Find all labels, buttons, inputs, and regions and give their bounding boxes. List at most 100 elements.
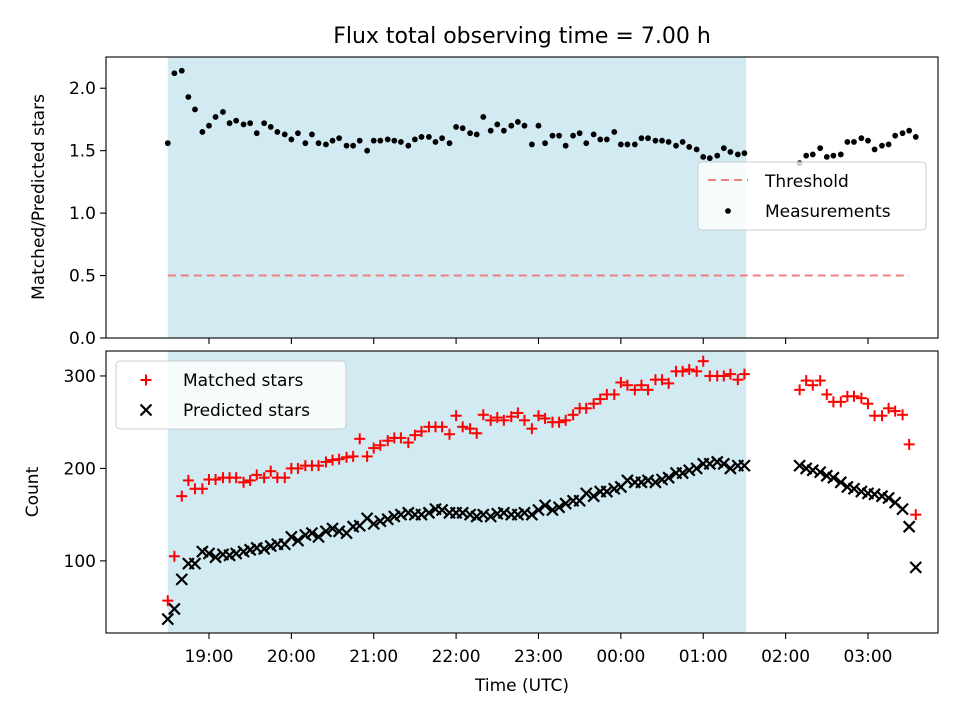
cross-b (827, 471, 840, 484)
measurement-point (720, 145, 727, 152)
predicted-star-marker (435, 503, 449, 517)
measurement-point (912, 134, 919, 140)
matched-star-marker (244, 474, 256, 486)
cross-b (676, 466, 689, 480)
predicted-star-marker (662, 471, 675, 484)
cross-b (216, 548, 230, 561)
measurement-point (226, 120, 233, 127)
y-tick-label: 0.0 (69, 329, 96, 349)
matched-star-marker (320, 456, 332, 468)
matched-star-marker (621, 379, 633, 391)
cross-b (600, 485, 614, 498)
cross-b (463, 508, 477, 521)
y-tick-label: 1.5 (69, 142, 96, 162)
matched-star-marker (580, 402, 592, 414)
cross-b (168, 602, 181, 616)
predicted-star-marker (422, 506, 436, 520)
predicted-star-marker (538, 499, 552, 512)
top-panel-measurements (164, 67, 919, 167)
top-panel-frame (105, 56, 939, 339)
matched-star-marker (491, 412, 503, 424)
cross-b (360, 512, 374, 525)
y-tick-label: 2.0 (69, 79, 96, 99)
legend-predicted-swatch (139, 403, 153, 417)
cross-b (188, 557, 202, 570)
matched-star-marker (677, 365, 689, 377)
matched-star-marker (258, 472, 270, 484)
predicted-star-marker (868, 488, 881, 501)
predicted-star-marker (813, 465, 827, 479)
measurement-point (384, 136, 391, 143)
matched-star-marker (230, 472, 242, 484)
measurement-point (199, 129, 206, 135)
cross-b (649, 476, 662, 489)
measurement-point (309, 131, 315, 138)
matched-star-marker (855, 392, 867, 404)
predicted-star-marker (587, 489, 600, 503)
measurement-point (803, 152, 810, 159)
top-panel-legend: Threshold Measurements (697, 161, 927, 231)
measurement-point (528, 141, 535, 148)
matched-star-marker (615, 376, 627, 388)
predicted-star-marker (175, 573, 189, 586)
measurement-point (302, 140, 309, 147)
predicted-star-marker (518, 506, 531, 520)
measurement-point (638, 135, 645, 142)
measurement-point (329, 137, 336, 144)
cross-b (497, 506, 511, 520)
measurement-point (432, 139, 439, 145)
predicted-star-marker (332, 525, 346, 538)
matched-star-marker (168, 550, 180, 562)
matched-star-marker (821, 388, 833, 400)
measurement-point (267, 124, 274, 130)
cross-b (690, 462, 703, 475)
legend-threshold-label: Threshold (764, 172, 849, 192)
matched-star-marker (738, 368, 750, 380)
predicted-star-marker (367, 517, 381, 531)
predicted-star-marker (690, 462, 703, 475)
measurement-point (508, 122, 515, 129)
measurement-point (885, 141, 892, 148)
matched-star-marker (210, 474, 222, 486)
cross-b (621, 474, 634, 487)
predicted-star-marker (738, 459, 751, 472)
predicted-star-marker (319, 525, 333, 538)
matched-star-marker (553, 416, 565, 428)
legend-box (697, 161, 927, 231)
cross-b (285, 530, 298, 544)
measurement-point (576, 130, 583, 137)
matched-star-marker (835, 396, 847, 408)
matched-star-marker (588, 398, 600, 410)
predicted-star-marker (793, 459, 806, 472)
cross-b (559, 497, 572, 510)
matched-star-marker (594, 393, 606, 405)
cross-b (305, 526, 319, 540)
x-tick-label: 21:00 (349, 647, 398, 667)
matched-star-marker (347, 450, 359, 462)
measurement-point (899, 130, 906, 137)
legend-measurement-swatch (725, 208, 731, 214)
measurement-point (693, 146, 700, 153)
matched-star-marker (395, 432, 407, 444)
bottom-panel-frame (105, 350, 939, 634)
cross-b (202, 547, 216, 560)
matched-star-marker (629, 384, 641, 396)
predicted-star-marker (676, 466, 689, 480)
cross-b (326, 522, 339, 535)
predicted-star-marker (326, 522, 339, 535)
measurement-point (350, 142, 357, 149)
measurement-point (206, 122, 212, 129)
cross-b (552, 500, 566, 514)
predicted-star-marker (525, 508, 539, 521)
predicted-star-marker (909, 561, 923, 574)
matched-star-marker (374, 439, 386, 451)
x-tick-label: 02:00 (761, 647, 810, 667)
matched-star-marker (608, 388, 620, 400)
matched-star-marker (450, 410, 462, 422)
matched-star-marker (313, 460, 325, 472)
matched-star-marker (471, 427, 483, 439)
cross-b (579, 487, 593, 500)
legend-box (115, 360, 347, 430)
measurement-point (597, 136, 604, 143)
cross-b (429, 502, 442, 516)
